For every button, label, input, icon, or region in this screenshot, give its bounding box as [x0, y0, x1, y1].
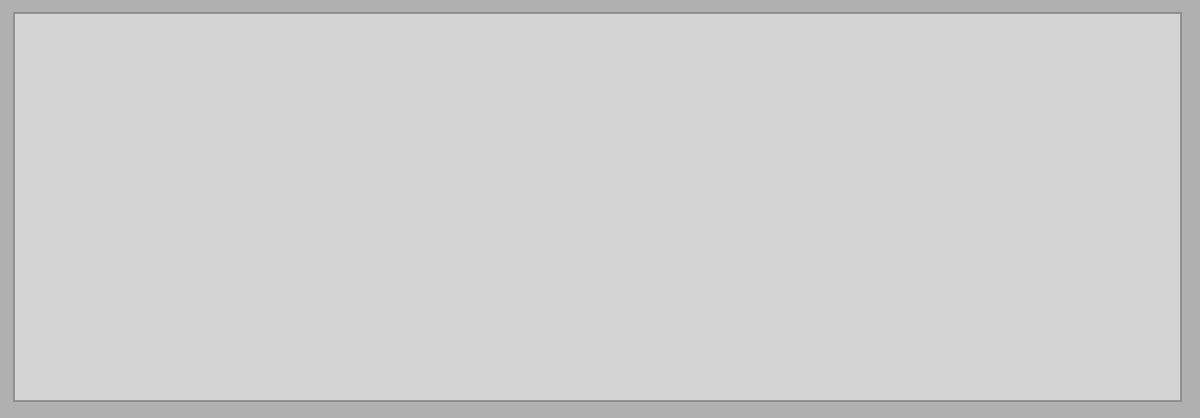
Text: $\left(\bar{x},\, \bar{y}\right) =$: $\left(\bar{x},\, \bar{y}\right) =$ — [304, 291, 425, 328]
Text: Find the centroid of the region bounded by the graphs of: Find the centroid of the region bounded … — [132, 92, 1098, 124]
Text: $y = x^2$ and $y = 4.$: $y = x^2$ and $y = 4.$ — [478, 168, 752, 209]
Text: NOTE: Enter the exact answers.: NOTE: Enter the exact answers. — [173, 230, 652, 258]
Text: (?, ?): (?, ?) — [448, 293, 530, 325]
FancyBboxPatch shape — [433, 264, 802, 346]
